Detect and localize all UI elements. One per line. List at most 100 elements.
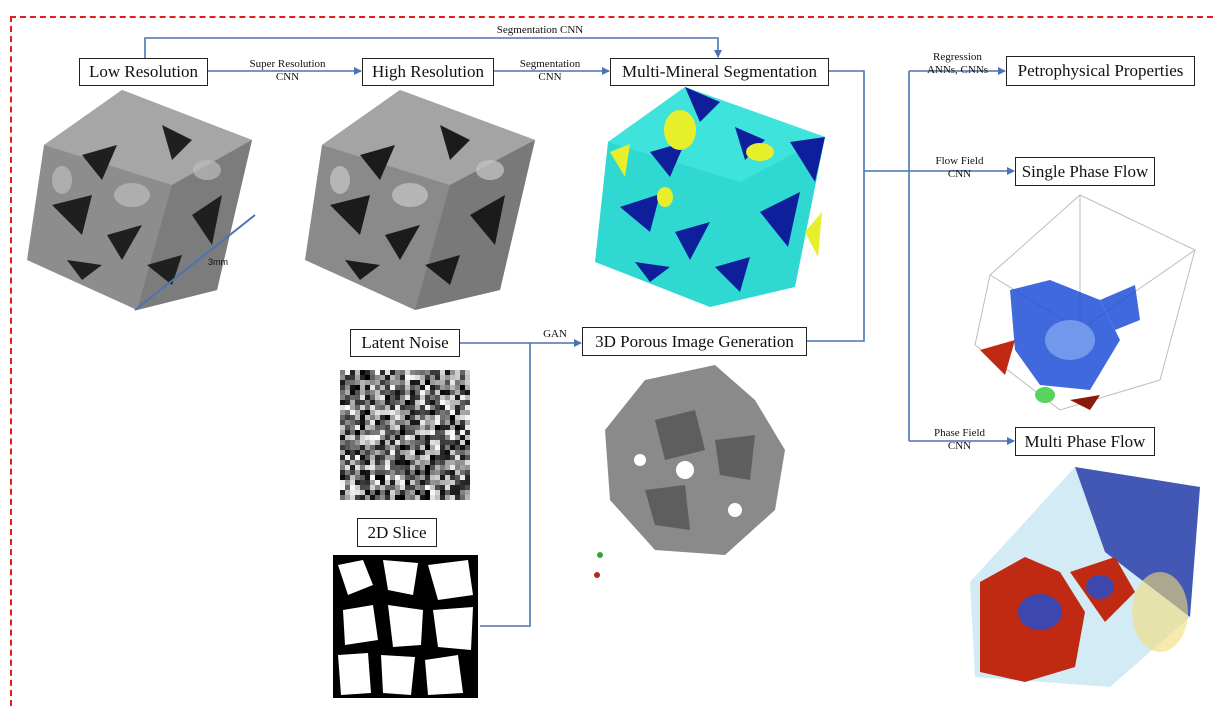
noise-cell (435, 445, 440, 450)
noise-cell (350, 405, 355, 410)
noise-cell (375, 395, 380, 400)
noise-cell (425, 405, 430, 410)
noise-cell (410, 370, 415, 375)
noise-cell (350, 440, 355, 445)
noise-cell (450, 405, 455, 410)
noise-cell (385, 485, 390, 490)
noise-cell (370, 445, 375, 450)
noise-cell (365, 385, 370, 390)
noise-cell (440, 480, 445, 485)
noise-cell (460, 390, 465, 395)
noise-cell (370, 370, 375, 375)
noise-cell (380, 385, 385, 390)
noise-cell (445, 405, 450, 410)
noise-cell (345, 450, 350, 455)
noise-cell (405, 495, 410, 500)
noise-cell (390, 475, 395, 480)
noise-cell (405, 450, 410, 455)
noise-cell (355, 425, 360, 430)
noise-cell (395, 470, 400, 475)
noise-cell (440, 385, 445, 390)
noise-cell (430, 410, 435, 415)
noise-cell (370, 465, 375, 470)
noise-cell (440, 470, 445, 475)
noise-cell (460, 400, 465, 405)
noise-cell (430, 470, 435, 475)
noise-cell (355, 480, 360, 485)
noise-cell (400, 485, 405, 490)
noise-cell (455, 460, 460, 465)
noise-cell (370, 380, 375, 385)
noise-cell (400, 445, 405, 450)
noise-cell (410, 450, 415, 455)
noise-cell (375, 415, 380, 420)
noise-cell (350, 380, 355, 385)
noise-cell (415, 480, 420, 485)
noise-cell (440, 455, 445, 460)
noise-cell (385, 465, 390, 470)
noise-cell (340, 385, 345, 390)
noise-cell (460, 425, 465, 430)
noise-cell (360, 405, 365, 410)
noise-cell (350, 410, 355, 415)
noise-cell (445, 475, 450, 480)
noise-cell (360, 385, 365, 390)
dashed-frame-top (10, 16, 1213, 18)
noise-cell (440, 490, 445, 495)
noise-cell (350, 370, 355, 375)
noise-cell (435, 375, 440, 380)
noise-cell (360, 410, 365, 415)
noise-cell (435, 410, 440, 415)
noise-cell (385, 450, 390, 455)
noise-cell (405, 375, 410, 380)
noise-cell (340, 475, 345, 480)
noise-cell (465, 490, 470, 495)
noise-cell (405, 370, 410, 375)
noise-cell (460, 415, 465, 420)
noise-cell (445, 455, 450, 460)
noise-cell (355, 455, 360, 460)
noise-cell (365, 410, 370, 415)
noise-cell (350, 390, 355, 395)
noise-cell (435, 440, 440, 445)
noise-cell (345, 380, 350, 385)
noise-cell (435, 385, 440, 390)
noise-cell (410, 490, 415, 495)
noise-cell (405, 410, 410, 415)
noise-cell (345, 480, 350, 485)
noise-cell (385, 425, 390, 430)
noise-cell (410, 385, 415, 390)
noise-cell (435, 460, 440, 465)
noise-cell (420, 450, 425, 455)
noise-cell (445, 450, 450, 455)
noise-cell (425, 385, 430, 390)
noise-cell (440, 495, 445, 500)
noise-cell (385, 430, 390, 435)
noise-cell (375, 375, 380, 380)
noise-cell (395, 415, 400, 420)
noise-cell (395, 460, 400, 465)
noise-cell (365, 465, 370, 470)
noise-cell (370, 390, 375, 395)
noise-cell (370, 490, 375, 495)
node-single-phase-flow: Single Phase Flow (1015, 157, 1155, 186)
label-flow-field-2: CNN (947, 168, 972, 180)
noise-cell (455, 440, 460, 445)
noise-cell (365, 390, 370, 395)
noise-cell (445, 435, 450, 440)
noise-cell (450, 465, 455, 470)
noise-cell (385, 495, 390, 500)
noise-cell (420, 370, 425, 375)
noise-cell (365, 405, 370, 410)
noise-cell (375, 440, 380, 445)
noise-cell (365, 425, 370, 430)
noise-cell (430, 425, 435, 430)
noise-cell (380, 430, 385, 435)
noise-cell (455, 480, 460, 485)
noise-cell (375, 370, 380, 375)
noise-cell (375, 385, 380, 390)
noise-cell (370, 480, 375, 485)
noise-cell (460, 445, 465, 450)
noise-cell (370, 475, 375, 480)
noise-cell (350, 400, 355, 405)
